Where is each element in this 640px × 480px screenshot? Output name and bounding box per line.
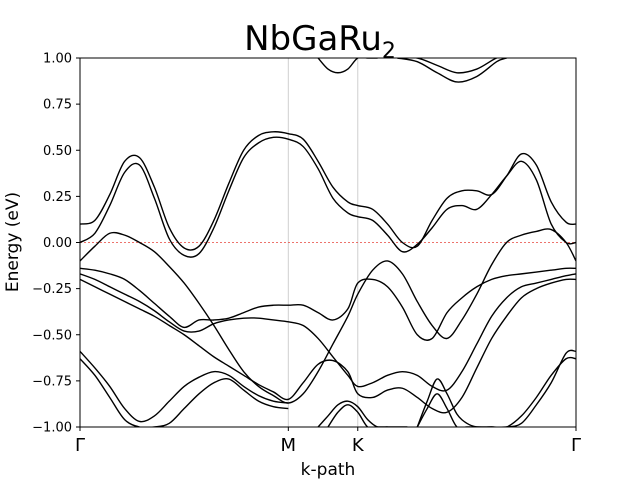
band-line-11 [327, 404, 388, 427]
band-line-12 [317, 58, 378, 74]
x-tick-label-kpoint: Γ [571, 435, 581, 456]
y-axis-label: Energy (eV) [3, 192, 23, 292]
band-line-13 [397, 58, 507, 74]
band-line-0 [80, 131, 576, 251]
band-line-14 [397, 58, 507, 83]
x-tick-label-kpoint: M [281, 435, 297, 456]
chart-title-subscript: 2 [382, 39, 396, 64]
band-line-1 [80, 136, 576, 258]
y-tick-label: −0.25 [32, 282, 72, 297]
band-line-2 [80, 228, 576, 404]
chart-title: NbGaRu2 [244, 19, 396, 64]
band-line-8 [416, 356, 576, 427]
y-tick-label: −0.50 [32, 328, 72, 343]
x-tick-label-kpoint: Γ [75, 435, 85, 456]
band-line-9 [416, 349, 576, 427]
y-tick-label: 0.25 [43, 190, 72, 205]
y-tick-label: 0.75 [43, 98, 72, 113]
band-line-6 [80, 350, 289, 423]
chart-title-main: NbGaRu [244, 19, 382, 59]
band-line-7 [80, 358, 289, 427]
y-tick-label: 0.00 [43, 236, 72, 251]
y-tick-label: 1.00 [43, 52, 72, 67]
x-tick-label-kpoint: K [352, 435, 365, 456]
band-line-4 [80, 273, 576, 392]
y-axis-ticks: −1.00 −0.75 −0.50 −0.25 0.00 0.25 0.50 0.75 1.00 [32, 52, 80, 436]
band-line-5 [80, 278, 576, 414]
band-lines [80, 58, 576, 427]
y-tick-label: −1.00 [32, 421, 72, 436]
band-line-3 [80, 267, 576, 341]
y-tick-label: −0.75 [32, 374, 72, 389]
band-line-10 [317, 400, 408, 427]
x-axis-label: k-path [301, 460, 356, 480]
y-tick-label: 0.50 [43, 144, 72, 159]
